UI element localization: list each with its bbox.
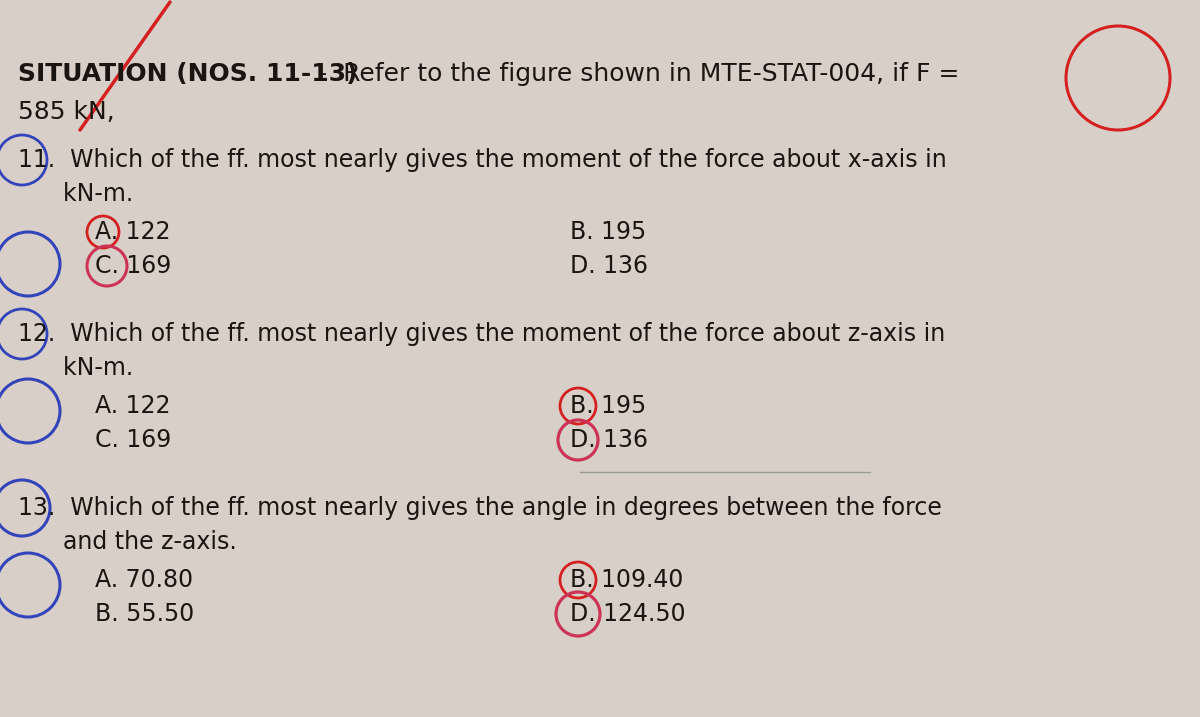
Text: D. 136: D. 136 bbox=[570, 254, 648, 278]
Text: -  Refer to the figure shown in MTE-STAT-004, if F =: - Refer to the figure shown in MTE-STAT-… bbox=[310, 62, 959, 86]
Text: C. 169: C. 169 bbox=[95, 428, 172, 452]
Text: kN-m.: kN-m. bbox=[18, 356, 133, 380]
Text: 11.  Which of the ff. most nearly gives the moment of the force about x-axis in: 11. Which of the ff. most nearly gives t… bbox=[18, 148, 947, 172]
Text: kN-m.: kN-m. bbox=[18, 182, 133, 206]
Text: D. 124.50: D. 124.50 bbox=[570, 602, 685, 626]
Text: and the z-axis.: and the z-axis. bbox=[18, 530, 236, 554]
Text: A. 122: A. 122 bbox=[95, 394, 170, 418]
Text: SITUATION (NOS. 11-13): SITUATION (NOS. 11-13) bbox=[18, 62, 358, 86]
Text: B. 195: B. 195 bbox=[570, 220, 647, 244]
Text: D. 136: D. 136 bbox=[570, 428, 648, 452]
Text: A. 70.80: A. 70.80 bbox=[95, 568, 193, 592]
Text: A. 122: A. 122 bbox=[95, 220, 170, 244]
Text: B. 195: B. 195 bbox=[570, 394, 647, 418]
Text: B. 109.40: B. 109.40 bbox=[570, 568, 683, 592]
Text: 13.  Which of the ff. most nearly gives the angle in degrees between the force: 13. Which of the ff. most nearly gives t… bbox=[18, 496, 942, 520]
Text: B. 55.50: B. 55.50 bbox=[95, 602, 194, 626]
Text: 12.  Which of the ff. most nearly gives the moment of the force about z-axis in: 12. Which of the ff. most nearly gives t… bbox=[18, 322, 946, 346]
Text: 585 kN,: 585 kN, bbox=[18, 100, 115, 124]
Text: C. 169: C. 169 bbox=[95, 254, 172, 278]
